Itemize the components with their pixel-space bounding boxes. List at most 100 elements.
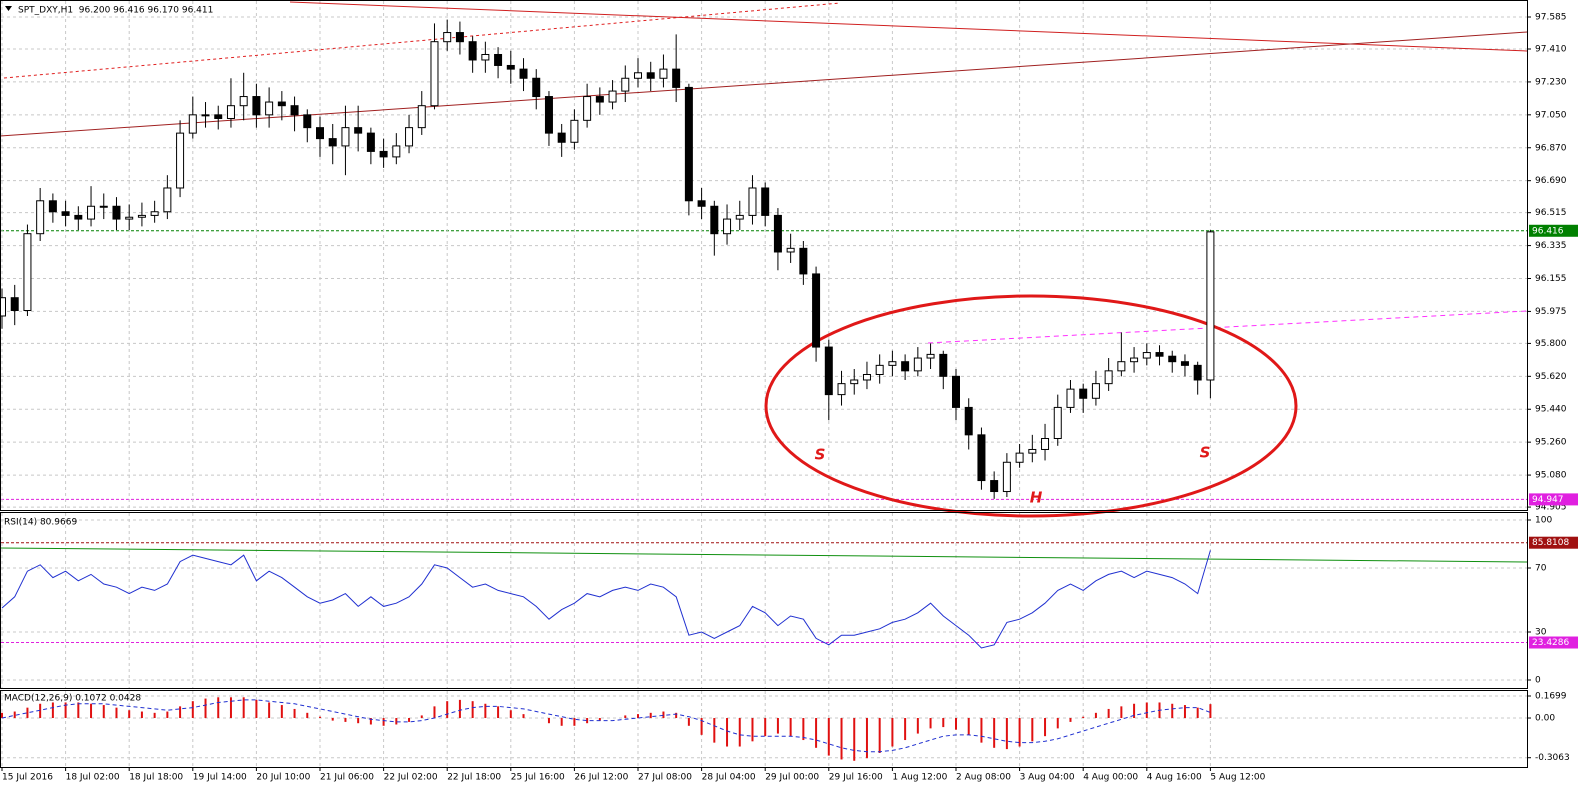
candle-body [1117,361,1126,372]
rsi-line [1,550,1211,649]
y-tick-label: 97.050 [1535,110,1567,120]
candle-body [125,216,134,220]
candle-body [1193,364,1202,381]
candle-body [188,114,197,134]
candle-body [1091,383,1100,399]
candle-body [926,353,935,359]
candle-body [583,96,592,121]
candle-body [137,214,146,218]
y-tick-label: 96.690 [1535,176,1567,186]
candle-body [646,72,655,79]
panel-title: SPT_DXY,H1 96.200 96.416 96.170 96.411 [18,6,213,16]
candle-body [1206,231,1215,381]
panel-border [0,0,1528,511]
candle-body [1002,461,1011,493]
grid [1,1,1527,767]
candle-body [481,53,490,61]
y-tick-label: 96.870 [1535,143,1567,153]
price-label-box [1529,536,1578,549]
candle-body [1041,438,1050,450]
candle-body [226,105,235,119]
x-tick-label: 29 Jul 00:00 [765,773,819,783]
y-tick-label: 100 [1535,516,1552,526]
marks: S H S [0,19,1215,761]
y-tick-label: 95.440 [1535,405,1567,415]
x-tick-label: 20 Jul 10:00 [256,773,310,783]
candle-body [112,205,121,220]
y-tick-label: 96.155 [1535,274,1567,284]
x-tick-label: 19 Jul 14:00 [193,773,247,783]
candle-body [417,105,426,129]
x-tick-label: 15 Jul 2016 [2,773,53,783]
y-tick-label: 0.00 [1535,714,1555,724]
candle-body [290,105,299,116]
candle-body [761,187,770,216]
x-tick-label: 25 Jul 16:00 [511,773,565,783]
candle-body [557,132,566,143]
candle-body [430,41,439,107]
candle-body [506,64,515,70]
candle-body [265,101,274,116]
candle-body [1028,448,1037,454]
candle-body [239,96,248,107]
candle-body [773,214,782,253]
x-tick-label: 5 Aug 12:00 [1210,773,1265,783]
candle-body [201,114,210,117]
y-tick-label: -0.3063 [1535,753,1570,763]
y-tick-label: 95.080 [1535,471,1567,481]
y-tick-label: 95.975 [1535,307,1567,317]
x-tick-label: 29 Jul 16:00 [829,773,883,783]
candle-body [316,127,324,140]
candle-body [1104,370,1113,385]
candle-body [786,247,795,253]
candle-body [1130,357,1139,363]
candle-body [468,41,477,61]
candle-body [812,273,821,348]
x-tick-label: 2 Aug 08:00 [956,773,1011,783]
price-label-box [1529,636,1578,649]
candle-body [1155,352,1164,357]
candle-body [328,138,337,147]
x-tick-label: 26 Jul 12:00 [574,773,628,783]
x-tick-label: 28 Jul 04:00 [702,773,756,783]
candle-body [634,72,642,79]
x-tick-label: 22 Jul 18:00 [447,773,501,783]
panel-border [0,512,1528,689]
candle-body [379,150,388,158]
candle-body [455,32,464,43]
y-tick-label: 95.620 [1535,372,1567,382]
trendline [0,31,1528,137]
panel-title: MACD(12,26,9) 0.1072 0.0428 [4,694,141,704]
x-tick-label: 18 Jul 02:00 [66,773,120,783]
candle-body [608,90,617,103]
y-tick-label: 95.800 [1535,339,1567,349]
candle-body [862,373,871,381]
price-label-box [1529,493,1578,506]
candle-body [799,247,808,275]
candle-body [939,353,948,377]
y-tick-label: 96.335 [1535,241,1567,251]
y-tick-label: 97.585 [1535,13,1567,23]
candle-body [443,32,452,43]
price-label: 94.947 [1532,495,1564,505]
pattern-label: S [815,446,826,464]
candle-body [366,132,375,152]
candle-body [494,53,503,66]
trendline [3,2,841,79]
candle-body [595,96,604,103]
y-tick-label: 70 [1535,564,1547,574]
candle-body [875,364,884,375]
candle-body [214,114,223,119]
candle-body [392,145,401,158]
candle-body [176,132,185,189]
candle-body [405,127,414,147]
y-tick-label: 96.515 [1535,208,1567,218]
x-tick-label: 27 Jul 08:00 [638,773,692,783]
candle-body [532,77,541,98]
x-tick-label: 4 Aug 16:00 [1147,773,1202,783]
candle-body [735,214,744,220]
candle-body [723,218,732,235]
candle-body [544,96,553,134]
